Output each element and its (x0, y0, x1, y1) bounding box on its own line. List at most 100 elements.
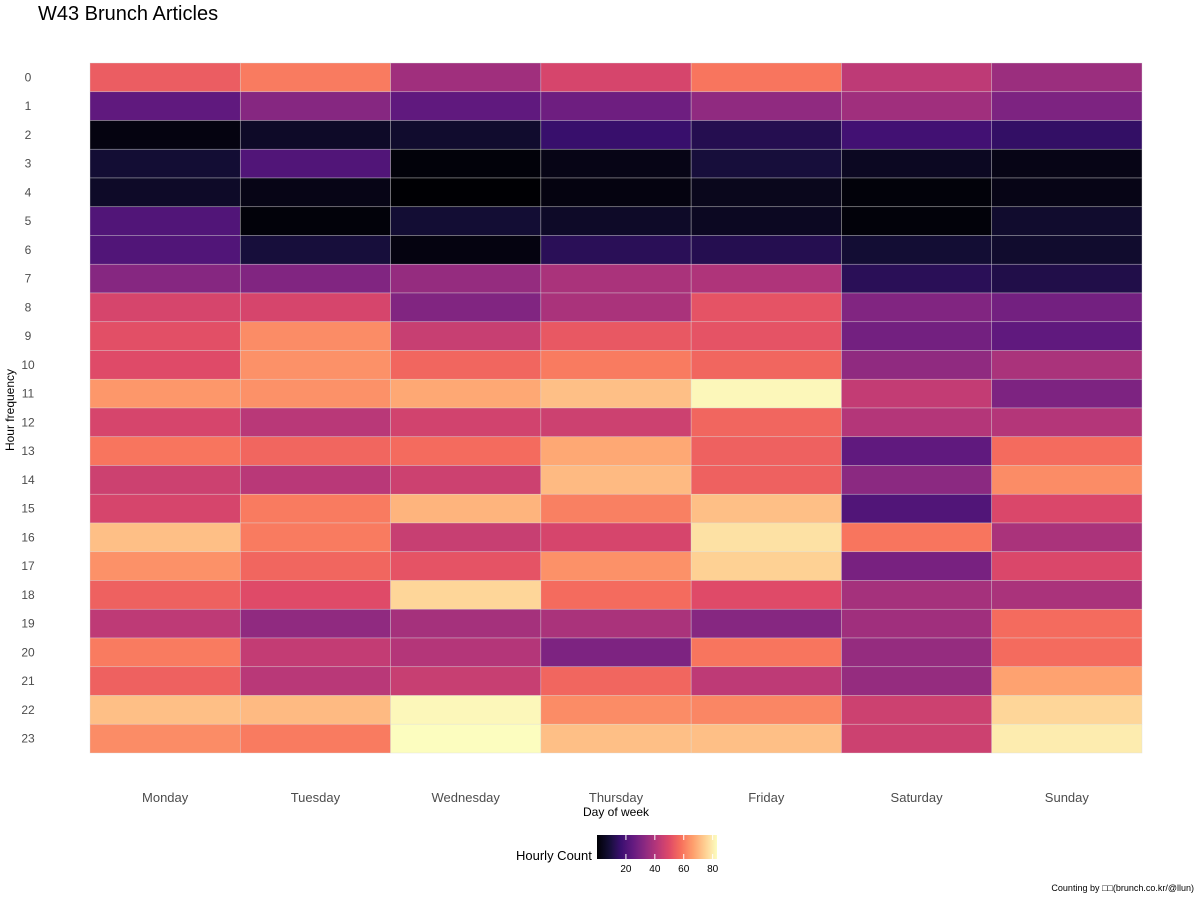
caption: Counting by □□(brunch.co.kr/@llun) (1051, 883, 1194, 893)
heatmap-cell (239, 608, 391, 639)
heatmap-cell (991, 407, 1143, 438)
heatmap-cell (89, 91, 241, 121)
y-tick-label: 14 (21, 473, 35, 487)
x-tick-label: Sunday (1045, 790, 1090, 805)
heatmap-cell (239, 493, 391, 524)
heatmap-cell (89, 378, 241, 409)
heatmap-cell (991, 148, 1143, 179)
heatmap-cell (991, 206, 1143, 236)
heatmap-cell (390, 206, 542, 236)
y-tick-label: 17 (21, 559, 35, 573)
y-tick-label: 15 (21, 502, 35, 516)
heatmap-cell (841, 407, 993, 438)
heatmap-cell (390, 235, 542, 265)
heatmap-cell (690, 263, 842, 294)
heatmap-cell (690, 177, 842, 208)
heatmap-cell (841, 695, 993, 725)
heatmap-cell (841, 637, 993, 668)
heatmap-cell (540, 666, 692, 696)
heatmap-cell (540, 378, 692, 409)
heatmap-cell (390, 493, 542, 524)
heatmap-cell (540, 580, 692, 610)
heatmap-cell (540, 148, 692, 179)
heatmap-cell (991, 62, 1143, 93)
y-tick-label: 12 (21, 415, 35, 429)
heatmap-cell (390, 580, 542, 610)
heatmap-cell (690, 551, 842, 581)
heatmap-cell (991, 378, 1143, 409)
heatmap-cell (540, 321, 692, 351)
heatmap-cell (89, 177, 241, 208)
heatmap-cell (991, 580, 1143, 610)
heatmap-cell (239, 378, 391, 409)
heatmap-cell (690, 407, 842, 438)
heatmap-cell (89, 407, 241, 438)
heatmap-cell (841, 436, 993, 466)
heatmap-cell (841, 263, 993, 294)
legend-tick-label: 60 (678, 864, 690, 875)
heatmap-cell (239, 436, 391, 466)
heatmap-cell (991, 235, 1143, 265)
y-tick-label: 0 (25, 70, 32, 84)
legend-tick-label: 40 (649, 864, 661, 875)
heatmap-cell (390, 465, 542, 495)
y-tick-label: 21 (21, 674, 35, 688)
heatmap-cell (390, 436, 542, 466)
y-tick-label: 3 (25, 157, 32, 171)
heatmap-cell (841, 91, 993, 121)
y-tick-label: 9 (25, 329, 32, 343)
heatmap-cell (239, 695, 391, 725)
heatmap-cell (89, 350, 241, 380)
heatmap-cell (690, 637, 842, 668)
heatmap-cell (390, 62, 542, 93)
heatmap-cell (89, 465, 241, 495)
heatmap-cell (239, 407, 391, 438)
heatmap-cell (991, 666, 1143, 696)
heatmap-cell (690, 206, 842, 236)
heatmap-cell (89, 263, 241, 294)
heatmap-cell (841, 148, 993, 179)
y-tick-label: 7 (25, 272, 32, 286)
heatmap-cell (540, 206, 692, 236)
heatmap-cell (540, 350, 692, 380)
heatmap-cell (239, 292, 391, 323)
heatmap-cell (390, 120, 542, 150)
heatmap-cell (540, 695, 692, 725)
heatmap-cell (390, 148, 542, 179)
y-tick-label: 19 (21, 617, 35, 631)
heatmap-cell (690, 493, 842, 524)
heatmap-cell (89, 522, 241, 553)
x-tick-label: Friday (748, 790, 785, 805)
heatmap-cell (991, 522, 1143, 553)
heatmap-cell (991, 120, 1143, 150)
heatmap-cell (390, 522, 542, 553)
heatmap-cell (841, 235, 993, 265)
heatmap-cell (239, 148, 391, 179)
heatmap-cell (540, 723, 692, 754)
y-tick-label: 20 (21, 645, 35, 659)
heatmap-cell (690, 148, 842, 179)
heatmap-cell (540, 177, 692, 208)
heatmap-cell (239, 723, 391, 754)
heatmap-cell (841, 177, 993, 208)
y-tick-label: 2 (25, 128, 32, 142)
heatmap-cell (89, 666, 241, 696)
y-tick-label: 1 (25, 99, 32, 113)
heatmap-cell (540, 62, 692, 93)
heatmap-cell (991, 292, 1143, 323)
heatmap-cell (89, 723, 241, 754)
heatmap-cell (390, 551, 542, 581)
heatmap-cell (89, 695, 241, 725)
x-tick-label: Tuesday (291, 790, 341, 805)
x-tick-label: Wednesday (432, 790, 501, 805)
heatmap-cell (239, 91, 391, 121)
heatmap-cell (841, 62, 993, 93)
heatmap-cell (841, 551, 993, 581)
heatmap-cell (540, 608, 692, 639)
heatmap-cell (89, 206, 241, 236)
heatmap-cell (841, 350, 993, 380)
heatmap-cell (390, 263, 542, 294)
heatmap-cell (690, 608, 842, 639)
